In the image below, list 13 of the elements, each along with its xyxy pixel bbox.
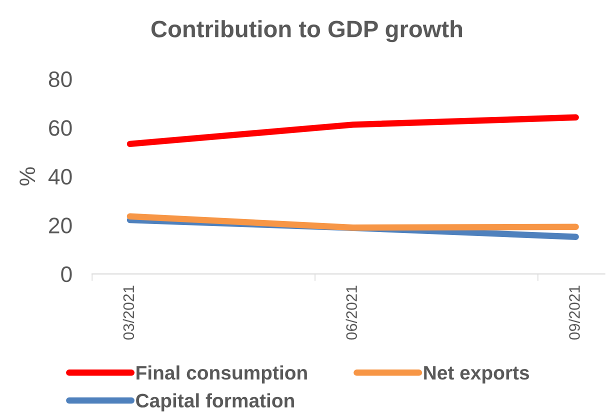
y-tick-label: 40 xyxy=(48,168,72,185)
x-tick-label: 03/2021 xyxy=(122,286,134,340)
y-tick-label: 20 xyxy=(49,218,72,234)
legend-label: Net exports xyxy=(424,366,530,384)
y-axis-title: % xyxy=(20,167,36,186)
y-tick-label: 80 xyxy=(48,71,72,88)
chart-title: Contribution to GDP growth xyxy=(151,20,462,42)
y-tick-label: 60 xyxy=(49,120,72,136)
legend-label: Final consumption xyxy=(136,365,307,384)
x-tick-label: 09/2021 xyxy=(568,286,580,340)
legend-label: Capital formation xyxy=(136,393,294,412)
x-tick-label: 06/2021 xyxy=(346,286,358,340)
y-tick-label: 0 xyxy=(61,266,72,282)
